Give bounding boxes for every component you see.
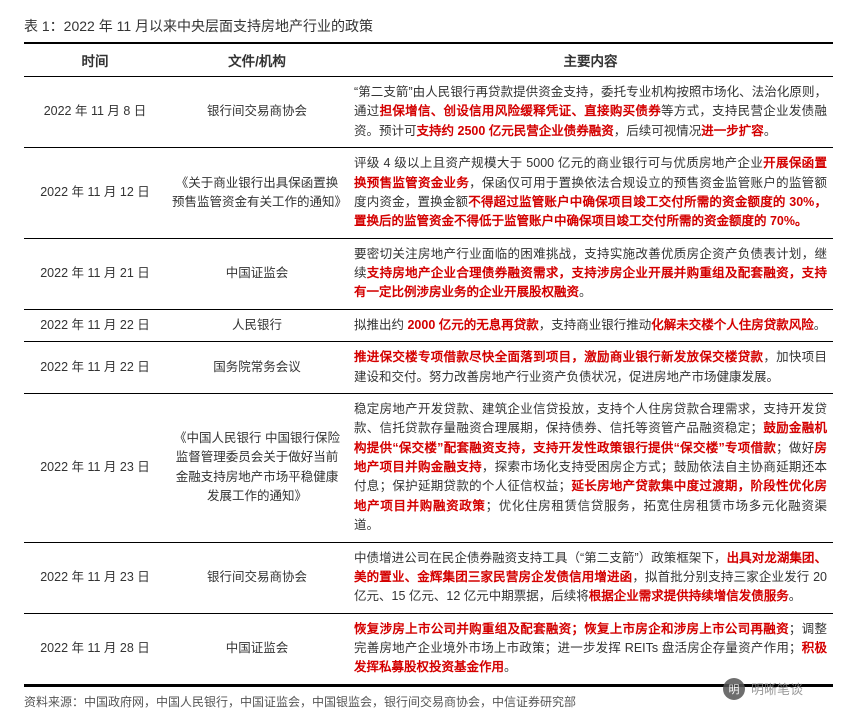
table-header-row: 时间 文件/机构 主要内容 — [24, 44, 833, 77]
table-row: 2022 年 11 月 12 日《关于商业银行出具保函置换预售监管资金有关工作的… — [24, 148, 833, 239]
cell-org: 国务院常务会议 — [166, 342, 348, 394]
cell-date: 2022 年 11 月 22 日 — [24, 309, 166, 341]
cell-org: 银行间交易商协会 — [166, 77, 348, 148]
col-header-content: 主要内容 — [348, 44, 833, 77]
watermark: 明 明晰笔谈 — [723, 678, 803, 700]
cell-date: 2022 年 11 月 21 日 — [24, 238, 166, 309]
cell-date: 2022 年 11 月 23 日 — [24, 393, 166, 542]
table-row: 2022 年 11 月 23 日银行间交易商协会中债增进公司在民企债券融资支持工… — [24, 542, 833, 613]
cell-org: 银行间交易商协会 — [166, 542, 348, 613]
table-row: 2022 年 11 月 22 日国务院常务会议推进保交楼专项借款尽快全面落到项目… — [24, 342, 833, 394]
cell-content: 要密切关注房地产行业面临的困难挑战，支持实施改善优质房企资产负债表计划，继续支持… — [348, 238, 833, 309]
table-caption: 表 1：2022 年 11 月以来中央层面支持房地产行业的政策 — [24, 16, 833, 36]
cell-content: 推进保交楼专项借款尽快全面落到项目，激励商业银行新发放保交楼贷款，加快项目建设和… — [348, 342, 833, 394]
col-header-date: 时间 — [24, 44, 166, 77]
cell-content: 中债增进公司在民企债券融资支持工具（“第二支箭”）政策框架下，出具对龙湖集团、美… — [348, 542, 833, 613]
cell-date: 2022 年 11 月 22 日 — [24, 342, 166, 394]
watermark-text: 明晰笔谈 — [751, 679, 803, 698]
watermark-icon: 明 — [723, 678, 745, 700]
table-row: 2022 年 11 月 8 日银行间交易商协会“第二支箭”由人民银行再贷款提供资… — [24, 77, 833, 148]
data-source: 资料来源：中国政府网，中国人民银行，中国证监会，中国银监会，银行间交易商协会，中… — [24, 693, 833, 710]
cell-date: 2022 年 11 月 12 日 — [24, 148, 166, 239]
table-row: 2022 年 11 月 22 日人民银行拟推出约 2000 亿元的无息再贷款，支… — [24, 309, 833, 341]
cell-org: 《中国人民银行 中国银行保险监督管理委员会关于做好当前金融支持房地产市场平稳健康… — [166, 393, 348, 542]
col-header-org: 文件/机构 — [166, 44, 348, 77]
cell-org: 中国证监会 — [166, 238, 348, 309]
cell-org: 《关于商业银行出具保函置换预售监管资金有关工作的通知》 — [166, 148, 348, 239]
cell-date: 2022 年 11 月 8 日 — [24, 77, 166, 148]
cell-content: 拟推出约 2000 亿元的无息再贷款，支持商业银行推动化解未交楼个人住房贷款风险… — [348, 309, 833, 341]
policy-table: 时间 文件/机构 主要内容 2022 年 11 月 8 日银行间交易商协会“第二… — [24, 44, 833, 685]
cell-org: 人民银行 — [166, 309, 348, 341]
cell-content: “第二支箭”由人民银行再贷款提供资金支持，委托专业机构按照市场化、法治化原则，通… — [348, 77, 833, 148]
cell-content: 稳定房地产开发贷款、建筑企业信贷投放，支持个人住房贷款合理需求，支持开发贷款、信… — [348, 393, 833, 542]
table-row: 2022 年 11 月 23 日《中国人民银行 中国银行保险监督管理委员会关于做… — [24, 393, 833, 542]
table-row: 2022 年 11 月 21 日中国证监会要密切关注房地产行业面临的困难挑战，支… — [24, 238, 833, 309]
cell-date: 2022 年 11 月 23 日 — [24, 542, 166, 613]
cell-content: 评级 4 级以上且资产规模大于 5000 亿元的商业银行可与优质房地产企业开展保… — [348, 148, 833, 239]
bottom-rule — [24, 685, 833, 687]
